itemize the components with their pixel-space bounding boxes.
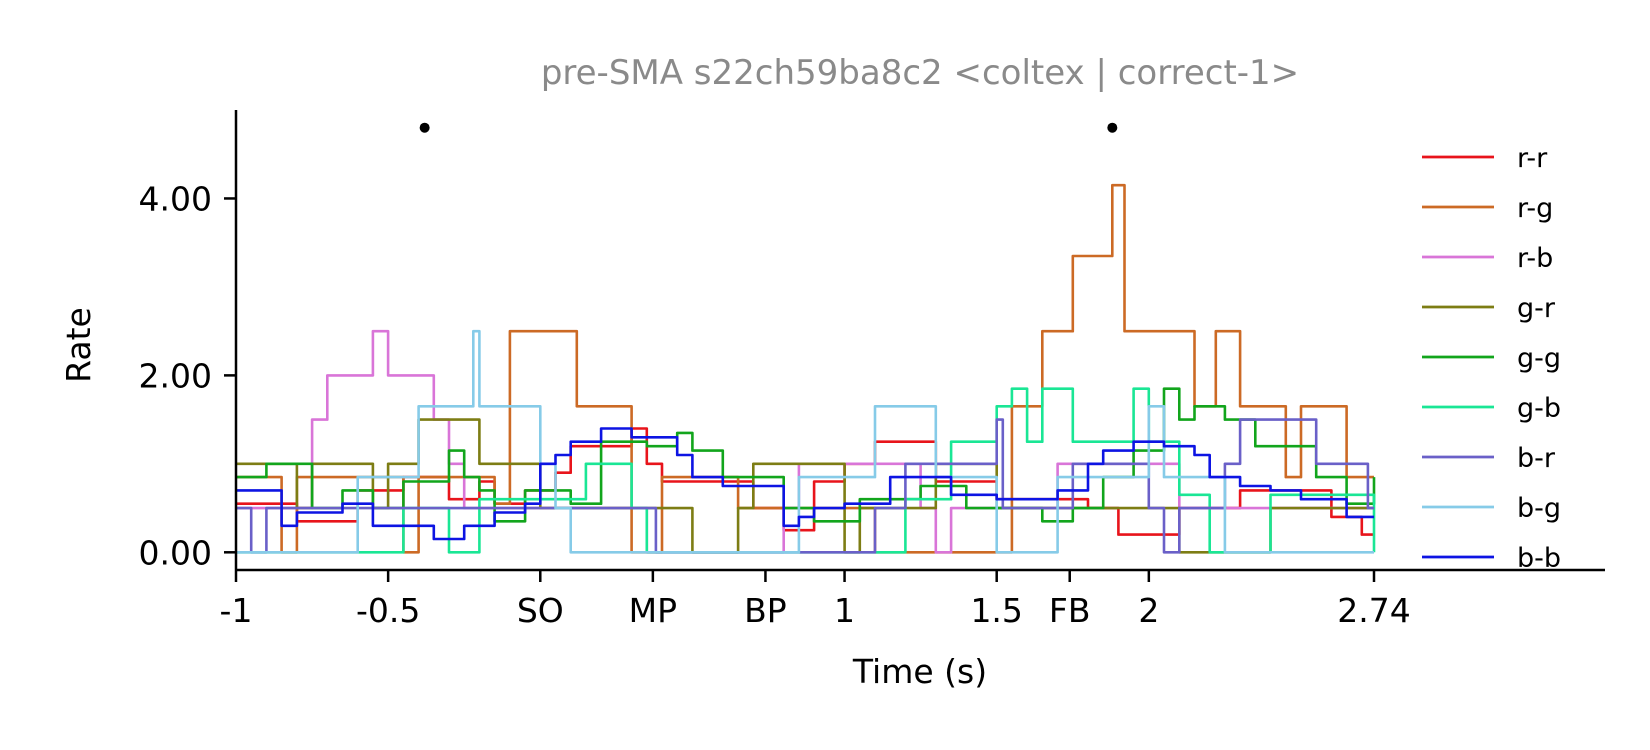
series-line-r-b [236, 329, 1374, 554]
series-line-g-b [236, 387, 1376, 554]
legend-label: r-b [1517, 243, 1553, 274]
legend: r-r r-g r-b g-r g-g g-b b-r b-g b-b [1422, 143, 1561, 574]
y-axis-ticks: 0.00 2.00 4.00 [139, 179, 236, 572]
x-tick-label: MP [629, 591, 677, 630]
legend-label: r-r [1517, 143, 1548, 174]
legend-label: r-g [1517, 193, 1553, 224]
x-tick-label: 2 [1138, 591, 1159, 630]
legend-label: g-g [1517, 343, 1561, 374]
x-axis-ticks: -1 -0.5 SO MP BP 1 1.5 FB 2 2.74 [220, 570, 1411, 630]
y-tick-label: 2.00 [139, 356, 212, 395]
series-line-b-g [236, 329, 1374, 554]
legend-label: b-g [1517, 493, 1561, 524]
y-tick-label: 0.00 [139, 533, 212, 572]
legend-label: g-b [1517, 393, 1561, 424]
x-tick-label: 2.74 [1337, 591, 1410, 630]
legend-label: g-r [1517, 293, 1556, 324]
x-axis-label: Time (s) [852, 652, 987, 691]
series-lines [236, 183, 1376, 554]
y-axis-label: Rate [59, 307, 98, 383]
x-tick-label: -1 [220, 591, 253, 630]
x-tick-label: 1 [834, 591, 855, 630]
event-marker-dot [419, 122, 430, 133]
event-markers [419, 122, 1118, 133]
x-tick-label: FB [1049, 591, 1091, 630]
x-tick-label: SO [517, 591, 564, 630]
series-line-g-g [236, 387, 1376, 523]
y-tick-label: 4.00 [139, 179, 212, 218]
series-line-g-r [236, 418, 1374, 554]
legend-label: b-r [1517, 443, 1556, 474]
series-line-r-g [236, 183, 1374, 554]
x-tick-label: BP [744, 591, 787, 630]
x-tick-label: 1.5 [970, 591, 1022, 630]
legend-label: b-b [1517, 543, 1561, 574]
series-line-b-r [236, 418, 1374, 554]
series-line-b-b [236, 427, 1374, 541]
x-tick-label: -0.5 [356, 591, 420, 630]
event-marker-dot [1107, 122, 1118, 133]
chart-title: pre-SMA s22ch59ba8c2 <coltex | correct-1… [541, 53, 1299, 93]
